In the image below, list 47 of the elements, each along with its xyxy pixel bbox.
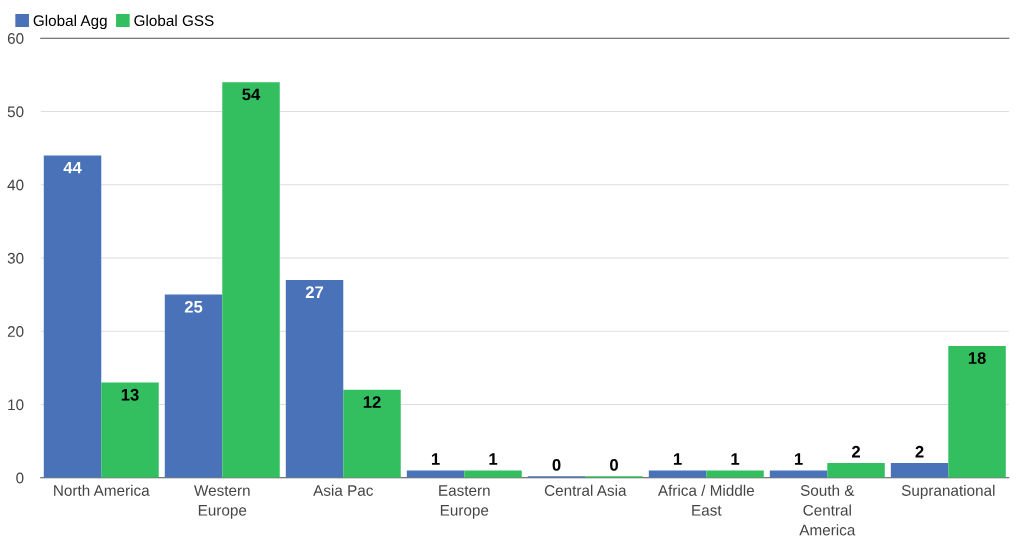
y-tick-label: 20 [7,326,24,337]
bar [706,470,764,478]
data-label: 18 [968,352,986,364]
bar [43,155,102,478]
data-label: 1 [731,453,740,465]
legend-label: Global Agg [33,14,107,30]
bar [464,470,522,478]
legend-label: Global GSS [134,14,214,27]
bar [406,470,465,478]
data-label: 25 [184,300,203,313]
y-tick-label: 50 [7,106,24,118]
y-tick-label: 10 [8,399,24,411]
x-tick-label: Africa / Middle East [657,484,755,516]
x-tick-label: Asia Pac [313,484,374,496]
bar [890,463,949,478]
bar [101,382,159,478]
bar [164,294,223,478]
y-tick-label: 30 [7,252,24,264]
x-tick-label: Supranational [901,484,995,499]
data-label: 44 [63,161,82,174]
data-label: 2 [851,445,861,458]
data-label: 1 [794,453,803,465]
x-tick-label: North America [54,484,150,496]
x-tick-label: South & Central America [799,484,856,536]
data-label: 54 [242,88,261,101]
data-label: 0 [552,458,561,471]
data-label: 1 [489,453,498,465]
data-label: 2 [915,445,924,458]
x-tick-label: Central Asia [544,484,627,496]
data-label: 1 [673,453,682,465]
x-tick-label: Eastern Europe [439,485,490,519]
bar [769,470,828,478]
bar [285,279,344,478]
data-label: 13 [121,388,139,401]
y-tick-label: 40 [7,179,24,191]
bar [222,82,280,478]
bar [827,463,885,478]
bar [948,345,1006,478]
y-tick-label: 60 [7,33,24,44]
x-tick-label: Western Europe [194,485,250,519]
data-label: 0 [610,458,618,471]
data-label: 27 [305,286,324,298]
data-label: 12 [363,396,381,408]
y-tick-label: 0 [16,472,24,484]
bar [343,389,401,478]
bar [648,470,707,478]
data-label: 1 [431,453,440,465]
